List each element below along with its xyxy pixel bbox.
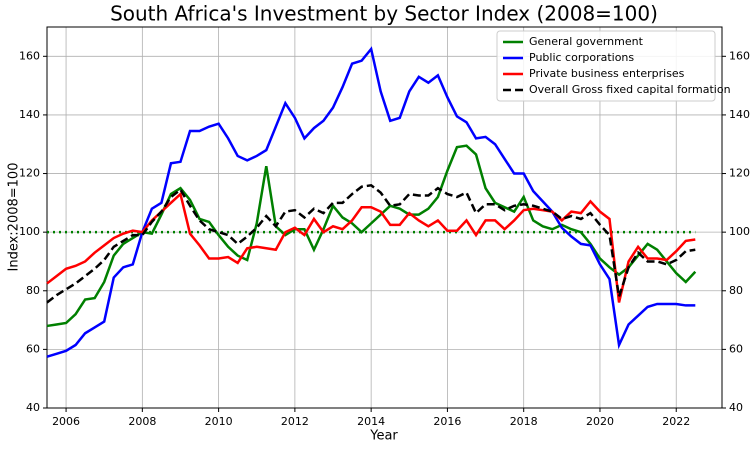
y-tick-label: 80 — [26, 284, 40, 297]
x-tick-label: 2008 — [128, 415, 156, 428]
y2-tick-label: 60 — [729, 342, 743, 355]
chart-title: South Africa's Investment by Sector Inde… — [110, 2, 658, 26]
series-line — [46, 191, 696, 303]
x-tick-label: 2010 — [205, 415, 233, 428]
legend-label: Private business enterprises — [529, 67, 685, 80]
legend-box — [496, 30, 716, 102]
y2-tick-label: 40 — [729, 401, 743, 414]
series-line — [46, 46, 696, 358]
y2-tick-label: 100 — [729, 225, 750, 238]
plot-frame — [46, 26, 723, 409]
y2-tick-label: 140 — [729, 108, 750, 121]
x-tick-label: 2018 — [510, 415, 538, 428]
x-axis-label: Year — [369, 429, 398, 444]
x-tick-label: 2014 — [357, 415, 385, 428]
x-tick-label: 2016 — [433, 415, 461, 428]
legend-label: General government — [529, 35, 644, 48]
y2-tick-label: 160 — [729, 49, 750, 62]
y-tick-label: 140 — [19, 108, 40, 121]
legend-label: Overall Gross fixed capital formation — [529, 83, 731, 96]
y-axis-label: Index:2008=100 — [7, 163, 22, 272]
y-tick-label: 120 — [19, 167, 40, 180]
legend-label: Public corporations — [529, 51, 634, 64]
y-tick-label: 40 — [26, 401, 40, 414]
x-tick-label: 2006 — [52, 415, 80, 428]
y2-tick-label: 120 — [729, 167, 750, 180]
x-tick-label: 2020 — [586, 415, 614, 428]
y2-tick-label: 80 — [729, 284, 743, 297]
x-tick-label: 2012 — [281, 415, 309, 428]
y-tick-label: 100 — [19, 225, 40, 238]
y-tick-label: 60 — [26, 342, 40, 355]
series-line — [46, 144, 697, 328]
y-tick-label: 160 — [19, 49, 40, 62]
series-line — [46, 183, 696, 304]
x-tick-label: 2022 — [662, 415, 690, 428]
